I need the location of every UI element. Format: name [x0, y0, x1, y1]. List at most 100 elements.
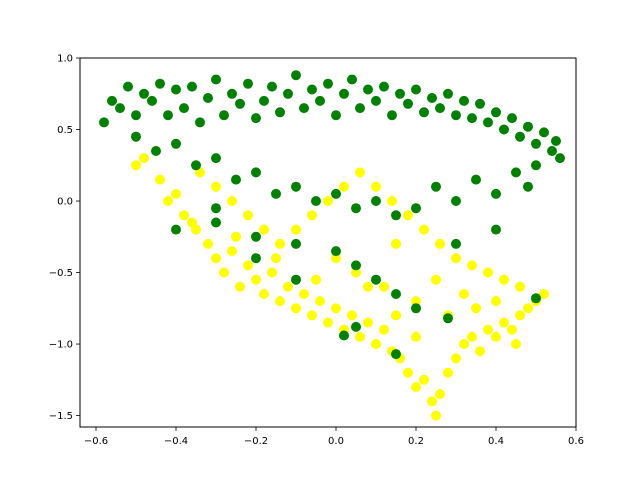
scatter-point-series-0-70	[131, 160, 141, 171]
scatter-point-series-0-46	[523, 303, 533, 314]
scatter-point-series-0-85	[411, 331, 421, 342]
scatter-point-series-0-14	[275, 296, 285, 307]
scatter-point-series-1-27	[315, 95, 325, 106]
scatter-point-series-0-71	[163, 196, 173, 206]
scatter-point-series-1-36	[387, 110, 397, 121]
x-axis: −0.6 −0.4 −0.2 0.0 0.2 0.4 0.6	[84, 427, 584, 447]
scatter-point-series-0-24	[355, 331, 365, 342]
scatter-point-series-1-86	[371, 274, 381, 285]
x-tick-label: −0.6	[84, 436, 108, 447]
scatter-point-series-1-65	[231, 174, 241, 185]
scatter-point-series-1-74	[411, 203, 421, 214]
scatter-point-series-1-21	[267, 81, 277, 92]
scatter-point-series-0-61	[323, 196, 333, 206]
scatter-point-series-0-6	[211, 253, 221, 264]
scatter-point-series-1-4	[131, 110, 141, 121]
scatter-point-series-1-35	[379, 81, 389, 92]
scatter-point-series-1-61	[151, 146, 161, 156]
points-layer	[99, 70, 565, 421]
scatter-point-series-0-10	[243, 260, 253, 271]
scatter-point-series-1-0	[99, 117, 109, 128]
scatter-point-series-0-48	[539, 289, 549, 299]
scatter-point-series-1-89	[443, 313, 453, 324]
scatter-point-series-1-84	[331, 246, 341, 257]
scatter-point-series-1-46	[467, 113, 477, 124]
scatter-point-series-0-41	[483, 324, 493, 335]
scatter-point-series-0-26	[371, 339, 381, 349]
scatter-point-series-0-5	[203, 238, 213, 249]
scatter-point-series-0-63	[291, 224, 301, 235]
scatter-point-series-1-17	[235, 98, 245, 109]
scatter-point-series-1-29	[331, 110, 341, 121]
scatter-point-series-1-69	[311, 196, 321, 206]
scatter-point-series-0-42	[491, 331, 501, 342]
scatter-point-series-1-57	[555, 153, 565, 164]
scatter-point-series-1-62	[171, 138, 181, 149]
scatter-point-series-1-96	[211, 203, 221, 214]
scatter-point-series-1-2	[115, 103, 125, 114]
scatter-point-series-1-63	[191, 160, 201, 171]
scatter-point-series-1-5	[139, 88, 149, 99]
scatter-point-series-1-87	[391, 289, 401, 299]
scatter-point-series-0-27	[379, 324, 389, 335]
scatter-point-series-1-51	[507, 113, 517, 124]
scatter-point-series-1-43	[443, 88, 453, 99]
scatter-point-series-0-23	[347, 310, 357, 321]
scatter-point-series-1-81	[211, 217, 221, 228]
scatter-point-series-0-68	[211, 181, 221, 192]
scatter-point-series-1-24	[291, 70, 301, 81]
scatter-point-series-0-60	[339, 181, 349, 192]
y-tick-label: −0.5	[49, 268, 73, 279]
scatter-point-series-1-98	[491, 224, 501, 235]
x-tick-label: 0.6	[568, 436, 584, 447]
scatter-point-series-1-58	[551, 136, 561, 146]
scatter-point-series-0-20	[323, 317, 333, 328]
scatter-point-series-0-84	[511, 339, 521, 349]
scatter-point-series-0-21	[331, 303, 341, 314]
scatter-point-series-1-18	[243, 78, 253, 89]
scatter-point-series-0-36	[443, 367, 453, 378]
scatter-point-series-1-55	[539, 127, 549, 138]
scatter-point-series-1-71	[351, 203, 361, 214]
scatter-point-series-1-73	[391, 210, 401, 221]
scatter-point-series-1-48	[483, 117, 493, 128]
scatter-point-series-0-31	[411, 382, 421, 392]
scatter-point-series-0-1	[155, 174, 165, 185]
scatter-point-series-1-83	[291, 238, 301, 249]
scatter-point-series-0-8	[227, 246, 237, 257]
scatter-point-series-0-40	[475, 346, 485, 357]
scatter-point-series-0-39	[467, 331, 477, 342]
scatter-point-series-0-72	[187, 217, 197, 228]
scatter-point-series-1-50	[499, 124, 509, 135]
scatter-point-series-1-1	[107, 95, 117, 106]
scatter-point-series-0-87	[363, 281, 373, 292]
scatter-point-series-1-49	[491, 107, 501, 118]
scatter-point-series-0-66	[243, 210, 253, 221]
scatter-point-series-1-25	[299, 103, 309, 114]
scatter-point-series-1-53	[523, 121, 533, 132]
scatter-point-series-0-77	[411, 296, 421, 307]
scatter-point-series-0-45	[515, 310, 525, 321]
scatter-point-series-0-88	[311, 274, 321, 285]
scatter-point-series-0-65	[259, 224, 269, 235]
scatter-point-series-0-53	[451, 253, 461, 264]
scatter-point-series-1-92	[391, 349, 401, 360]
scatter-point-series-0-12	[259, 289, 269, 299]
scatter-point-series-1-26	[307, 84, 317, 95]
scatter-point-series-1-12	[195, 117, 205, 128]
scatter-point-series-0-52	[467, 260, 477, 271]
scatter-point-series-1-78	[491, 188, 501, 199]
scatter-point-series-1-13	[203, 93, 213, 103]
x-tick-label: −0.2	[244, 436, 268, 447]
scatter-point-series-0-75	[351, 267, 361, 278]
scatter-point-series-0-30	[403, 367, 413, 378]
scatter-point-series-1-52	[515, 131, 525, 142]
scatter-point-series-1-19	[251, 113, 261, 124]
scatter-point-series-1-22	[275, 107, 285, 118]
scatter-point-series-1-60	[131, 131, 141, 142]
scatter-point-series-1-31	[347, 74, 357, 85]
scatter-point-series-1-94	[291, 274, 301, 285]
scatter-point-series-0-76	[379, 281, 389, 292]
scatter-point-series-0-86	[391, 310, 401, 321]
